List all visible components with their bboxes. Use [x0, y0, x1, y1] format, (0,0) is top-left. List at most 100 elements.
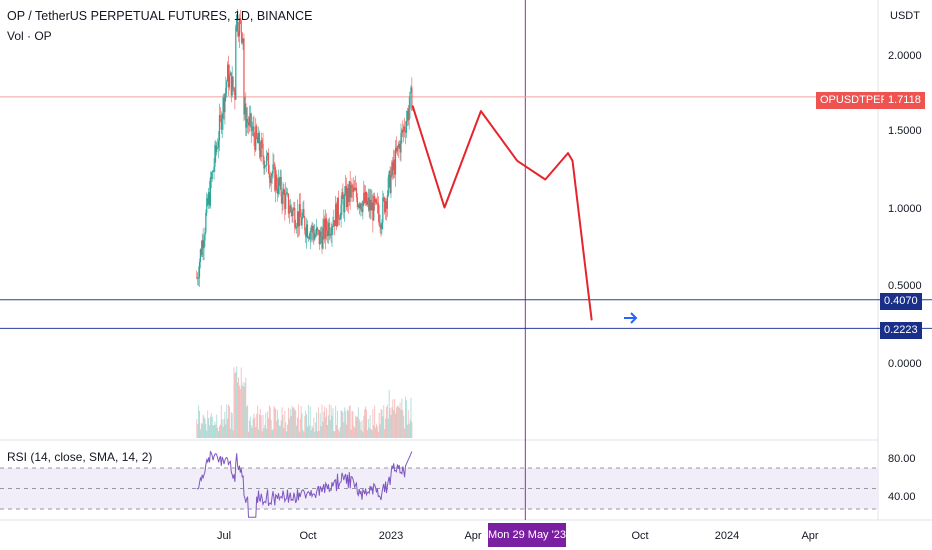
- volume-bar: [404, 428, 406, 438]
- volume-bar: [289, 409, 291, 438]
- volume-bar: [227, 418, 229, 438]
- candle: [197, 277, 199, 279]
- volume-bar: [239, 389, 241, 438]
- volume-bar: [220, 405, 222, 438]
- volume-bar: [222, 427, 224, 438]
- volume-bar: [371, 430, 373, 438]
- volume-bar: [201, 423, 203, 438]
- candle: [296, 226, 298, 229]
- volume-bar: [271, 430, 273, 438]
- candle: [256, 125, 258, 137]
- volume-bar: [234, 372, 236, 438]
- level-price-badge: 0.4070: [880, 293, 922, 310]
- candle: [374, 196, 376, 203]
- candle: [378, 213, 380, 226]
- volume-bar: [226, 404, 228, 438]
- volume-bar: [223, 418, 225, 438]
- volume-bar: [317, 407, 319, 438]
- volume-bar: [316, 412, 318, 438]
- volume-bar: [408, 423, 410, 438]
- candle: [381, 222, 383, 230]
- volume-bar: [268, 405, 270, 438]
- volume-bar: [337, 429, 339, 438]
- candle: [280, 176, 282, 197]
- candle: [242, 38, 244, 43]
- volume-bar: [386, 404, 388, 438]
- volume-bar: [228, 404, 230, 438]
- candle: [319, 231, 321, 245]
- volume-bar: [251, 427, 253, 438]
- volume-bar: [199, 429, 201, 438]
- candle: [205, 212, 207, 233]
- volume-bar: [216, 414, 218, 438]
- volume-bar: [316, 431, 318, 438]
- candle: [332, 225, 334, 227]
- candle: [272, 164, 274, 174]
- volume-bar: [232, 430, 234, 438]
- volume-bar: [272, 429, 274, 438]
- candle: [294, 207, 296, 228]
- volume-bar: [393, 409, 395, 438]
- volume-bar: [358, 418, 360, 438]
- volume-bar: [237, 382, 239, 438]
- volume-bar: [385, 406, 387, 438]
- candle: [387, 177, 389, 196]
- candle: [201, 239, 203, 256]
- volume-bar: [359, 421, 361, 438]
- candle: [288, 212, 290, 214]
- candle: [214, 145, 216, 167]
- volume-bar: [274, 407, 276, 438]
- candle: [355, 187, 357, 190]
- volume-bar: [314, 431, 316, 438]
- volume-bar: [267, 411, 269, 438]
- candle: [401, 130, 403, 134]
- candle: [196, 277, 198, 279]
- volume-bar: [238, 377, 240, 438]
- candle: [269, 178, 271, 183]
- volume-bar: [318, 430, 320, 438]
- candle: [305, 224, 308, 237]
- volume-bar: [364, 409, 366, 438]
- candle: [228, 75, 231, 88]
- volume-bar: [300, 406, 302, 438]
- projection-drawing[interactable]: [411, 105, 593, 321]
- volume-bar: [264, 424, 266, 438]
- candle: [211, 171, 213, 180]
- volume-bar: [233, 367, 235, 438]
- candle: [261, 139, 263, 144]
- candle: [235, 26, 237, 100]
- volume-bar: [297, 404, 299, 438]
- volume-bar: [389, 408, 391, 438]
- candle: [359, 203, 361, 208]
- rsi-line: [196, 450, 413, 518]
- volume-bar: [230, 412, 232, 438]
- candle: [361, 209, 363, 213]
- candle: [233, 88, 235, 91]
- volume-bar: [375, 427, 377, 438]
- volume-bar: [357, 407, 359, 438]
- arrow-right-icon: [624, 312, 638, 324]
- volume-bar: [400, 409, 402, 438]
- candle: [225, 87, 227, 95]
- volume-bar: [235, 371, 237, 438]
- candle: [299, 204, 301, 217]
- volume-bar: [275, 408, 277, 438]
- volume-bar: [304, 415, 306, 438]
- candle: [230, 72, 232, 96]
- candle: [374, 199, 377, 203]
- volume-bar: [301, 413, 303, 438]
- candle: [360, 203, 362, 210]
- volume-bar: [405, 396, 407, 438]
- volume-indicator-label[interactable]: Vol · OP: [7, 29, 52, 43]
- volume-bar: [198, 410, 200, 438]
- volume-bar: [267, 418, 269, 438]
- volume-bar: [405, 400, 407, 438]
- candle: [338, 217, 340, 220]
- volume-bar: [369, 415, 371, 438]
- candle: [247, 122, 250, 126]
- candle: [243, 38, 245, 115]
- volume-bar: [327, 415, 329, 438]
- candle: [207, 192, 210, 205]
- rsi-indicator-label[interactable]: RSI (14, close, SMA, 14, 2): [7, 450, 153, 464]
